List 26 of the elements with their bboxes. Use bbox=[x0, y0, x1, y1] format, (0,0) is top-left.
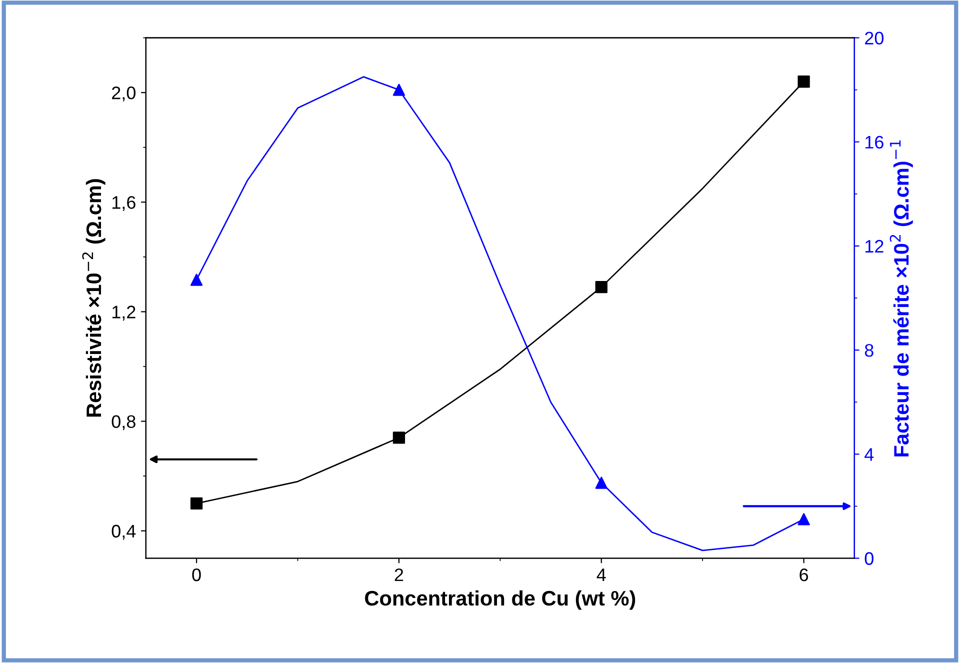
y-tick-label: 2,0 bbox=[112, 86, 136, 102]
x-tick-label: 6 bbox=[800, 568, 808, 582]
y2-tick-label: 16 bbox=[866, 136, 884, 149]
y2-tick-label: 12 bbox=[866, 240, 884, 253]
point bbox=[798, 76, 810, 88]
y2-tick-label: 0 bbox=[864, 552, 874, 565]
x-tick-label: 0 bbox=[192, 568, 201, 582]
y-tick-label: 0,8 bbox=[112, 415, 136, 430]
y2-tick-label: 4 bbox=[864, 448, 874, 461]
point bbox=[392, 432, 406, 444]
y-tick-label: 1,6 bbox=[112, 196, 136, 211]
point bbox=[190, 497, 203, 510]
point bbox=[595, 476, 608, 489]
point bbox=[798, 513, 810, 526]
x-tick-label: 2 bbox=[394, 568, 404, 582]
y-axis-title: Resistivité ×10$^{−2}$ (Ω.cm) bbox=[82, 179, 106, 417]
y2-tick-label: 8 bbox=[864, 344, 874, 357]
x-tick-label: 4 bbox=[596, 568, 606, 582]
point bbox=[190, 274, 203, 286]
point bbox=[595, 280, 608, 294]
y-tick-label: 0,4 bbox=[112, 524, 136, 540]
x-axis-title: Concentration de Cu (wt %) bbox=[365, 590, 636, 610]
y2-tick-label: 20 bbox=[865, 32, 884, 45]
y2-axis-title: Facteur de mérite ×10$^{2}$ (Ω.cm)$^{−1}$ bbox=[890, 140, 913, 456]
y-tick-label: 1,2 bbox=[112, 306, 136, 321]
point bbox=[392, 84, 406, 96]
